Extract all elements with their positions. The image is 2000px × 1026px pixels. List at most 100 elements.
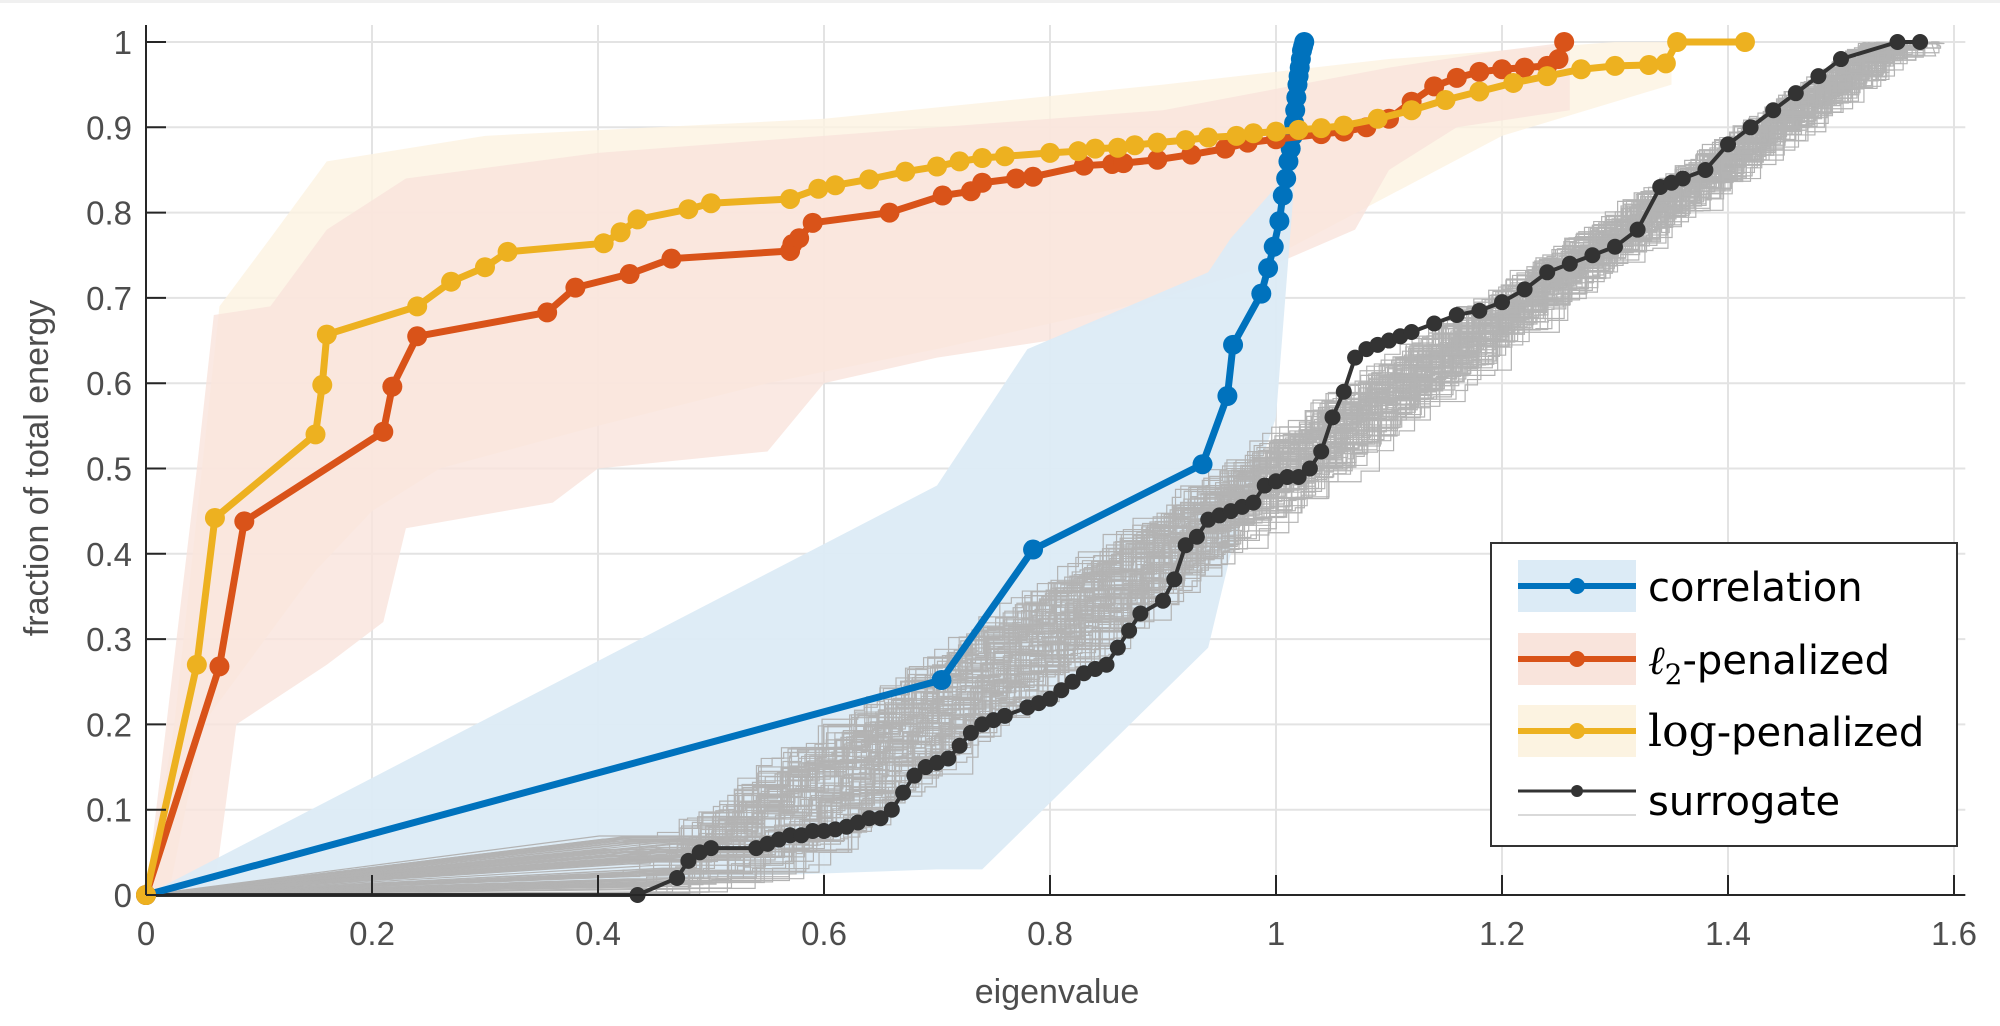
data-point-surrogate: [906, 767, 923, 784]
data-point-l2-penalized: [1023, 166, 1044, 187]
data-point-correlation: [1258, 258, 1279, 279]
surrogate-ensemble-line: [145, 42, 1886, 896]
data-point-correlation: [1272, 185, 1293, 206]
legend-label-log: log: [1648, 706, 1717, 757]
y-axis-title: fraction of total energy: [18, 300, 56, 636]
y-tick-label: 0.5: [86, 451, 132, 488]
data-point-surrogate: [883, 801, 900, 818]
data-point-l2-penalized: [1006, 168, 1027, 189]
data-point-log-penalized: [972, 148, 993, 169]
data-point-surrogate: [669, 869, 686, 886]
data-point-l2-penalized: [209, 656, 230, 677]
data-point-correlation: [1223, 334, 1244, 355]
data-point-surrogate: [782, 827, 799, 844]
data-point-log-penalized: [780, 188, 801, 209]
data-point-log-penalized: [1068, 141, 1089, 162]
data-point-l2-penalized: [1446, 67, 1467, 88]
y-tick-label: 0.4: [86, 536, 132, 573]
series-correlation: [136, 32, 1315, 905]
data-point-log-penalized: [1107, 137, 1128, 158]
data-point-log-penalized: [1311, 118, 1332, 139]
data-point-correlation: [931, 670, 952, 691]
legend-item-l2-penalized: ℓ2-penalized: [1518, 633, 1890, 691]
data-point-surrogate: [872, 810, 889, 827]
data-point-surrogate: [1674, 170, 1691, 187]
data-point-surrogate: [1053, 682, 1070, 699]
legend-label-correlation: correlation: [1648, 565, 1863, 611]
data-point-log-penalized: [1333, 115, 1354, 136]
data-point-correlation: [1269, 211, 1290, 232]
x-tick-label: 0.8: [1027, 915, 1073, 952]
surrogate-ensemble-line: [145, 41, 1945, 896]
surrogate-ensemble-line: [145, 42, 1899, 896]
data-point-surrogate: [1584, 247, 1601, 264]
x-axis-title: eigenvalue: [975, 973, 1139, 1011]
legend-label-log-rest: -penalized: [1717, 710, 1925, 756]
y-tick-label: 0.9: [86, 109, 132, 146]
data-point-surrogate: [1448, 306, 1465, 323]
legend-item-correlation: correlation: [1518, 560, 1863, 612]
data-point-correlation: [1192, 454, 1213, 475]
data-point-correlation: [1217, 385, 1238, 406]
data-point-l2-penalized: [1215, 138, 1236, 159]
y-tick-label: 0: [114, 877, 132, 914]
surrogate-ensemble-line: [145, 42, 1890, 896]
data-point-surrogate: [1516, 281, 1533, 298]
data-point-surrogate: [962, 724, 979, 741]
data-point-log-penalized: [1435, 90, 1456, 111]
series-lines: [136, 32, 1929, 905]
data-point-correlation: [1251, 283, 1272, 304]
data-point-l2-penalized: [972, 172, 993, 193]
surrogate-ensemble-line: [145, 42, 1888, 896]
data-point-surrogate: [1765, 102, 1782, 119]
data-point-l2-penalized: [373, 421, 394, 442]
data-point-log-penalized: [895, 161, 916, 182]
data-point-l2-penalized: [1113, 153, 1134, 174]
legend-label-ell: ℓ: [1648, 638, 1665, 684]
data-point-log-penalized: [808, 178, 829, 199]
data-point-surrogate: [996, 707, 1013, 724]
data-point-surrogate: [1279, 469, 1296, 486]
surrogate-ensemble-line: [145, 42, 1865, 896]
data-point-log-penalized: [475, 257, 495, 278]
data-point-surrogate: [895, 784, 912, 801]
data-point-log-penalized: [407, 296, 428, 317]
legend-item-log-penalized: log-penalized: [1518, 705, 1924, 757]
data-point-log-penalized: [627, 209, 648, 230]
x-tick-label: 1.4: [1705, 915, 1751, 952]
data-point-log-penalized: [1401, 100, 1422, 121]
data-point-surrogate: [1697, 161, 1714, 178]
x-tick-label: 0.6: [801, 915, 847, 952]
data-point-log-penalized: [305, 424, 326, 445]
data-point-surrogate: [1188, 528, 1205, 545]
data-point-l2-penalized: [1554, 32, 1575, 52]
data-point-log-penalized: [593, 233, 614, 254]
legend-swatch-marker-surrogate: [1571, 785, 1583, 797]
data-point-surrogate: [1245, 494, 1262, 511]
data-point-surrogate: [1121, 622, 1138, 639]
data-point-log-penalized: [497, 241, 518, 262]
data-point-surrogate: [1335, 383, 1352, 400]
top-border-strip: [0, 0, 2000, 3]
data-point-log-penalized: [204, 507, 225, 528]
data-point-surrogate: [1064, 673, 1081, 690]
y-tick-label: 0.8: [86, 195, 132, 232]
x-tick-label: 0: [137, 915, 155, 952]
data-point-surrogate: [804, 823, 821, 840]
x-tick-label: 1.6: [1931, 915, 1977, 952]
y-tick-label: 0.7: [86, 280, 132, 317]
data-point-l2-penalized: [661, 248, 682, 269]
band-correlation: [146, 101, 1299, 895]
data-point-log-penalized: [1503, 72, 1524, 93]
data-point-surrogate: [1109, 639, 1126, 656]
data-point-surrogate: [1742, 119, 1759, 136]
data-point-l2-penalized: [619, 264, 640, 285]
series-log-penalized: [136, 32, 1755, 905]
data-point-l2-penalized: [802, 212, 823, 233]
data-point-log-penalized: [1124, 135, 1145, 156]
data-point-surrogate: [1426, 315, 1443, 332]
data-point-log-penalized: [312, 374, 333, 395]
data-point-l2-penalized: [879, 202, 900, 223]
legend-swatch-marker-l2: [1569, 651, 1585, 667]
